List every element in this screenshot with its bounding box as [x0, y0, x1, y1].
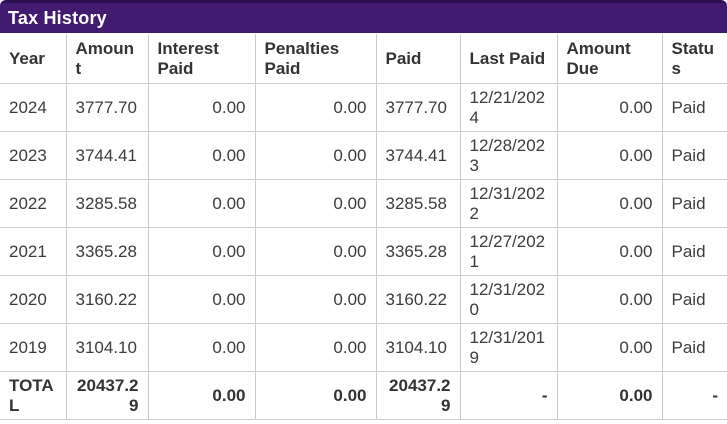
total-cell-amount-due: 0.00 [557, 371, 663, 420]
cell-status: Paid [662, 275, 727, 324]
total-cell-penalties-paid: 0.00 [255, 371, 377, 420]
cell-paid: 3365.28 [376, 227, 461, 276]
cell-last-paid: 12/28/2023 [460, 131, 558, 180]
cell-amount: 3744.41 [66, 131, 149, 180]
cell-paid: 3160.22 [376, 275, 461, 324]
column-header-year: Year [0, 34, 67, 84]
cell-last-paid: 12/31/2022 [460, 179, 558, 228]
cell-paid: 3777.70 [376, 83, 461, 132]
total-cell-status: - [662, 371, 727, 420]
column-header-interest-paid: Interest Paid [148, 34, 256, 84]
column-header-amount: Amount [66, 34, 149, 84]
cell-amount: 3160.22 [66, 275, 149, 324]
cell-amount: 3777.70 [66, 83, 149, 132]
cell-last-paid: 12/27/2021 [460, 227, 558, 276]
cell-penalties-paid: 0.00 [255, 227, 377, 276]
cell-year: 2023 [0, 131, 67, 180]
cell-last-paid: 12/31/2019 [460, 323, 558, 372]
tax-history-panel-header: Tax History [0, 0, 727, 33]
cell-year: 2024 [0, 83, 67, 132]
tax-history-table: Year Amount Interest Paid Penalties Paid Pai… [0, 34, 727, 420]
total-cell-last-paid: - [460, 371, 558, 420]
cell-interest-paid: 0.00 [148, 323, 256, 372]
cell-interest-paid: 0.00 [148, 179, 256, 228]
table-row: 2023 3744.41 0.00 0.00 3744.41 12/28/2023 0.00… [0, 131, 727, 180]
cell-amount-due: 0.00 [557, 275, 663, 324]
cell-amount: 3285.58 [66, 179, 149, 228]
column-header-amount-due: Amount Due [557, 34, 663, 84]
cell-amount-due: 0.00 [557, 323, 663, 372]
table-row: 2019 3104.10 0.00 0.00 3104.10 12/31/2019 0.00… [0, 323, 727, 372]
cell-penalties-paid: 0.00 [255, 179, 377, 228]
cell-amount: 3365.28 [66, 227, 149, 276]
column-header-paid: Paid [376, 34, 461, 84]
total-cell-paid: 20437.29 [376, 371, 461, 420]
cell-interest-paid: 0.00 [148, 275, 256, 324]
cell-interest-paid: 0.00 [148, 227, 256, 276]
cell-year: 2020 [0, 275, 67, 324]
table-row: 2021 3365.28 0.00 0.00 3365.28 12/27/2021 0.00… [0, 227, 727, 276]
cell-penalties-paid: 0.00 [255, 83, 377, 132]
cell-interest-paid: 0.00 [148, 131, 256, 180]
table-header-row: Year Amount Interest Paid Penalties Paid Pai… [0, 34, 727, 84]
cell-paid: 3744.41 [376, 131, 461, 180]
column-header-penalties-paid: Penalties Paid [255, 34, 377, 84]
cell-status: Paid [662, 83, 727, 132]
table-row: 2022 3285.58 0.00 0.00 3285.58 12/31/2022 0.00… [0, 179, 727, 228]
cell-penalties-paid: 0.00 [255, 323, 377, 372]
cell-status: Paid [662, 323, 727, 372]
cell-amount-due: 0.00 [557, 227, 663, 276]
cell-year: 2021 [0, 227, 67, 276]
cell-amount-due: 0.00 [557, 131, 663, 180]
cell-last-paid: 12/31/2020 [460, 275, 558, 324]
panel-title: Tax History [8, 7, 107, 28]
total-cell-year: TOTAL [0, 371, 67, 420]
total-cell-amount: 20437.29 [66, 371, 149, 420]
table-row: 2024 3777.70 0.00 0.00 3777.70 12/21/2024 0.00… [0, 83, 727, 132]
cell-penalties-paid: 0.00 [255, 131, 377, 180]
cell-year: 2019 [0, 323, 67, 372]
cell-interest-paid: 0.00 [148, 83, 256, 132]
cell-status: Paid [662, 179, 727, 228]
cell-paid: 3104.10 [376, 323, 461, 372]
cell-amount-due: 0.00 [557, 179, 663, 228]
column-header-last-paid: Last Paid [460, 34, 558, 84]
table-total-row: TOTAL 20437.29 0.00 0.00 20437.29-0.00- [0, 371, 727, 420]
table-row: 2020 3160.22 0.00 0.00 3160.22 12/31/2020 0.00… [0, 275, 727, 324]
cell-penalties-paid: 0.00 [255, 275, 377, 324]
cell-status: Paid [662, 131, 727, 180]
cell-amount-due: 0.00 [557, 83, 663, 132]
cell-year: 2022 [0, 179, 67, 228]
cell-paid: 3285.58 [376, 179, 461, 228]
cell-last-paid: 12/21/2024 [460, 83, 558, 132]
total-cell-interest-paid: 0.00 [148, 371, 256, 420]
cell-status: Paid [662, 227, 727, 276]
cell-amount: 3104.10 [66, 323, 149, 372]
column-header-status: Status [662, 34, 727, 84]
